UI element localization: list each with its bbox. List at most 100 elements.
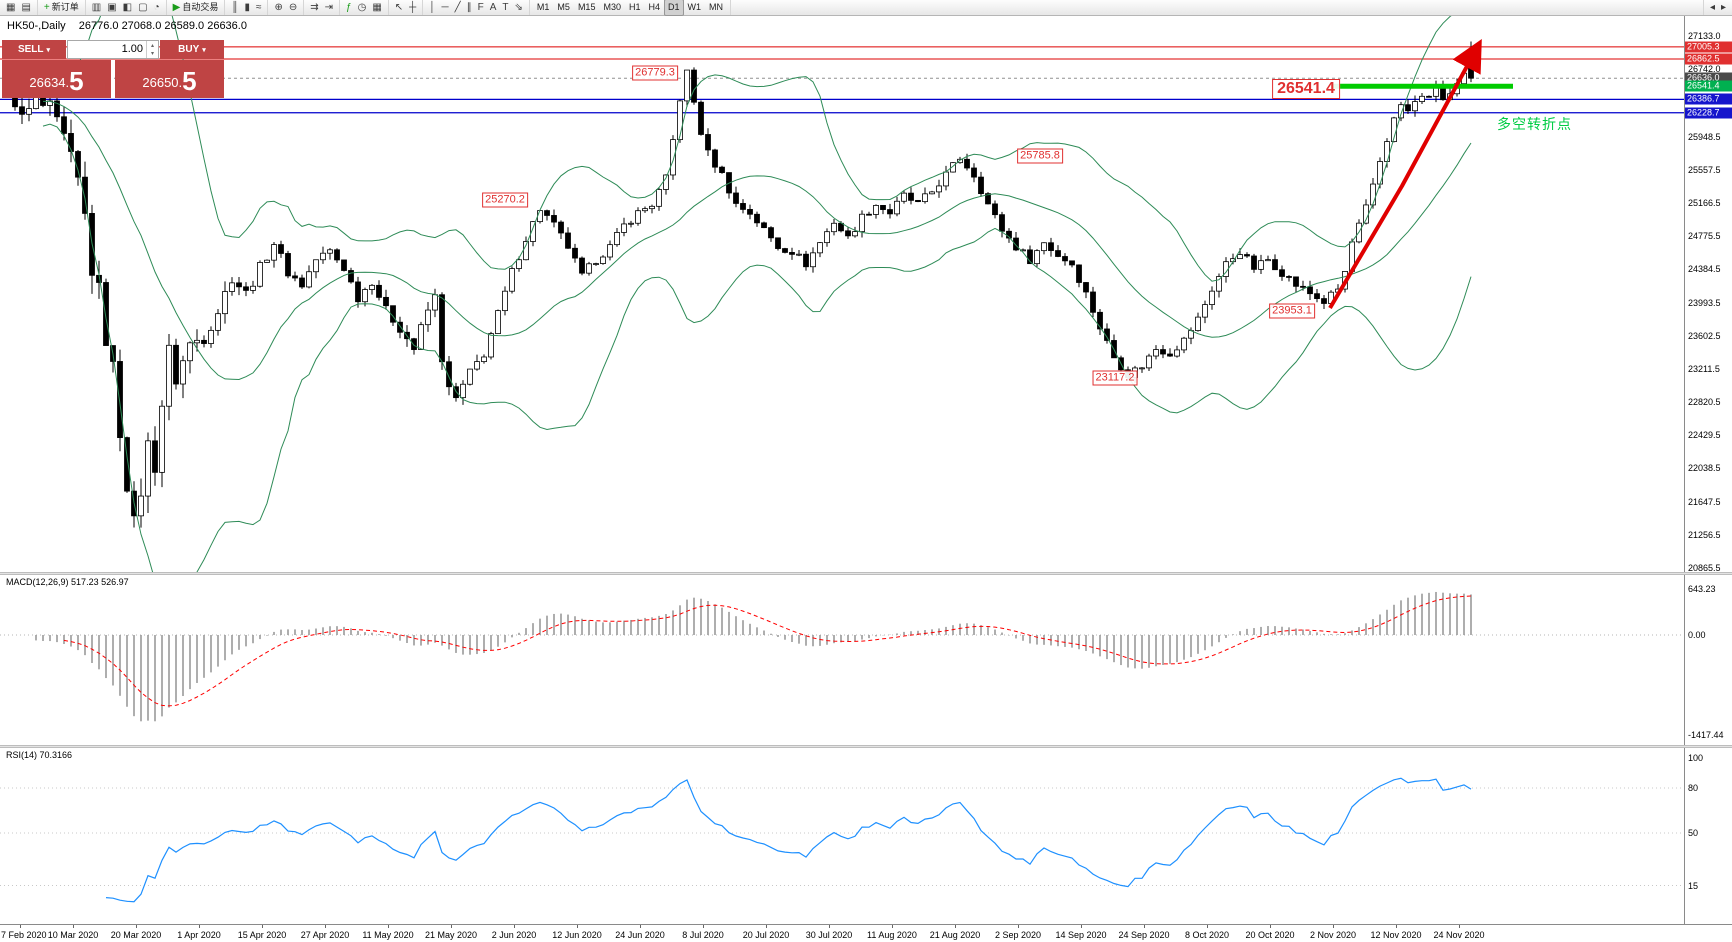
toolbar-group-overflow: ◂ ▸	[1702, 0, 1732, 15]
trend-arrow[interactable]	[1328, 38, 1482, 310]
autotrading-button[interactable]: ▶ 自动交易	[170, 0, 222, 15]
price-chart-canvas[interactable]	[0, 16, 1684, 572]
date-label: 30 Jul 2020	[805, 930, 853, 940]
vertical-line-icon[interactable]: │	[426, 0, 438, 15]
zoom-out-icon[interactable]: ⊖	[286, 0, 300, 15]
price-callout[interactable]: 25270.2	[482, 192, 528, 208]
macd-axis-label: -1417.44	[1688, 730, 1724, 741]
price-axis-label: 25557.5	[1688, 164, 1721, 175]
data-window-icon[interactable]: ▣	[104, 0, 119, 15]
rsi-axis-label: 100	[1688, 753, 1704, 763]
toolbar-group-charts: ▦ ▤	[0, 0, 38, 15]
date-label: 10 Mar 2020	[47, 930, 99, 940]
horizontal-line-icon[interactable]: ─	[439, 0, 452, 15]
price-callout[interactable]: 23953.1	[1269, 303, 1315, 319]
time-tick	[1396, 925, 1397, 928]
new-chart-icon-glyph: ▦	[6, 2, 16, 13]
time-tick	[1459, 925, 1460, 928]
toolbar-group-timeframes: M1 M5 M15 M30 H1 H4 D1 W1 MN	[530, 0, 732, 16]
fibonacci-icon[interactable]: F	[475, 0, 487, 15]
text-label-icon[interactable]: T	[499, 0, 511, 15]
time-tick	[1207, 925, 1208, 928]
text-icon[interactable]: A	[487, 0, 500, 15]
bull-bear-turning-point-note[interactable]: 多空转折点	[1497, 116, 1572, 132]
panel-splitter-1[interactable]	[0, 572, 1732, 575]
price-callout[interactable]: 26779.3	[632, 65, 678, 81]
cursor-icon-glyph: ↖	[394, 2, 404, 13]
horizontal-line-icon-glyph: ─	[441, 2, 449, 13]
arrows-icon-glyph: ⇘	[514, 2, 523, 13]
macd-label: MACD(12,26,9) 517.23 526.97	[6, 577, 129, 587]
sell-caret-icon: ▾	[46, 46, 51, 54]
templates-icon[interactable]: ▦	[369, 0, 384, 15]
periods-dropdown-icon[interactable]: ◷	[355, 0, 370, 15]
new-order-button[interactable]: + 新订单	[41, 0, 82, 15]
profiles-icon[interactable]: ▤	[18, 0, 33, 15]
bar-chart-icon[interactable]: ║	[228, 0, 241, 15]
buy-price-main: 26650.	[142, 75, 183, 90]
timeframe-d1[interactable]: D1	[664, 0, 684, 16]
toolbar-group-drawing: │ ─ ╱ ∥ F A T ⇘	[423, 0, 530, 15]
price-axis-label: 21256.5	[1688, 529, 1721, 540]
line-chart-icon[interactable]: ≈	[253, 0, 265, 15]
timeframe-m1[interactable]: M1	[536, 2, 550, 12]
blue-level-price-tag-1: 26386.7	[1685, 93, 1732, 105]
new-order-button-label: 新订单	[51, 2, 79, 12]
rsi-canvas[interactable]	[0, 748, 1684, 924]
volume-value: 1.00	[121, 43, 143, 55]
time-tick	[262, 925, 263, 928]
time-tick	[73, 925, 74, 928]
volume-input[interactable]: 1.00 ▴ ▾	[67, 40, 159, 59]
rsi-line	[105, 777, 1472, 903]
candlestick-chart-icon[interactable]: ▮	[241, 0, 253, 15]
date-label: 15 Apr 2020	[237, 930, 287, 940]
timeframe-w1[interactable]: W1	[687, 2, 702, 12]
arrows-icon[interactable]: ⇘	[512, 0, 526, 15]
timeframe-mn[interactable]: MN	[709, 2, 724, 12]
cursor-icon[interactable]: ↖	[392, 0, 406, 15]
terminal-icon[interactable]: ▢	[135, 0, 150, 15]
price-axis-label: 23602.5	[1688, 330, 1721, 341]
zoom-in-icon[interactable]: ⊕	[271, 0, 285, 15]
time-tick	[955, 925, 956, 928]
channel-icon[interactable]: ∥	[464, 0, 475, 15]
navigator-icon[interactable]: ◧	[120, 0, 135, 15]
crosshair-icon[interactable]: ┼	[406, 0, 419, 15]
price-callout[interactable]: 26541.4	[1272, 79, 1340, 99]
new-chart-icon[interactable]: ▦	[3, 0, 18, 15]
buy-button[interactable]: BUY ▾	[160, 40, 224, 59]
new-order-button-glyph: +	[43, 2, 50, 13]
volume-down-icon[interactable]: ▾	[150, 50, 154, 57]
timeframe-m5[interactable]: M5	[557, 2, 570, 12]
strategy-tester-icon[interactable]: ◔	[151, 0, 163, 15]
timeframe-m15[interactable]: M15	[577, 2, 596, 12]
timeframe-h4[interactable]: H4	[648, 2, 660, 12]
volume-up-icon[interactable]: ▴	[150, 42, 154, 49]
price-axis-label: 24775.5	[1688, 231, 1721, 242]
price-callout[interactable]: 25785.8	[1017, 148, 1063, 164]
sell-button[interactable]: SELL ▾	[2, 40, 66, 59]
date-label: 20 Mar 2020	[110, 930, 162, 940]
buy-price-display[interactable]: 26650. 5	[115, 60, 224, 98]
indicators-icon[interactable]: ƒ	[343, 0, 355, 15]
macd-canvas[interactable]	[0, 575, 1684, 745]
sell-price-main: 26634.	[29, 75, 70, 90]
price-callout[interactable]: 23117.2	[1092, 370, 1138, 386]
sell-button-label: SELL	[17, 44, 44, 55]
volume-spinner[interactable]: ▴ ▾	[146, 41, 158, 58]
market-watch-icon[interactable]: ▥	[89, 0, 104, 15]
sell-price-display[interactable]: 26634. 5	[2, 60, 111, 98]
trendline-icon[interactable]: ╱	[452, 0, 464, 15]
auto-scroll-icon[interactable]: ⇉	[307, 0, 321, 15]
timeframe-m30[interactable]: M30	[603, 2, 621, 12]
toolbar-scroll-right-icon[interactable]: ▸	[1718, 0, 1729, 15]
panel-splitter-2[interactable]	[0, 745, 1732, 748]
chart-shift-icon[interactable]: ⇥	[322, 0, 336, 15]
date-label: 2 Jun 2020	[491, 930, 537, 940]
toolbar-scroll-left-icon[interactable]: ◂	[1707, 0, 1718, 15]
price-axis-label: 22820.5	[1688, 397, 1721, 408]
profiles-icon-glyph: ▤	[21, 2, 31, 13]
chart-title: HK50-,Daily 26776.0 27068.0 26589.0 2663…	[7, 20, 247, 32]
time-tick	[20, 925, 21, 928]
timeframe-h1[interactable]: H1	[628, 2, 641, 12]
